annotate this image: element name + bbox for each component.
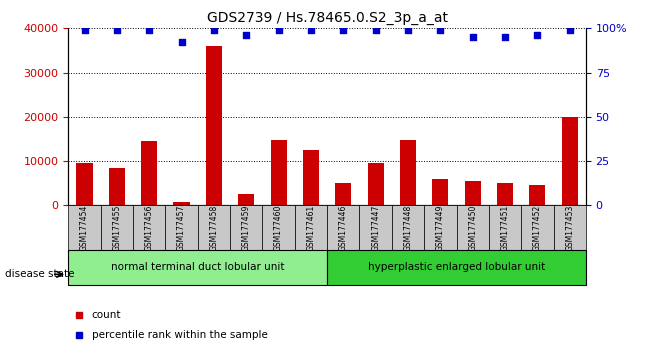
Bar <box>271 140 286 205</box>
Point <box>564 27 575 33</box>
Text: hyperplastic enlarged lobular unit: hyperplastic enlarged lobular unit <box>368 262 545 272</box>
Point <box>370 27 381 33</box>
Bar <box>295 205 327 250</box>
Text: GSM177451: GSM177451 <box>501 204 510 251</box>
Bar <box>400 140 416 205</box>
Text: GSM177450: GSM177450 <box>468 204 477 251</box>
Text: GSM177456: GSM177456 <box>145 204 154 251</box>
Point <box>79 27 90 33</box>
Text: GSM177457: GSM177457 <box>177 204 186 251</box>
Bar <box>521 205 553 250</box>
Text: normal terminal duct lobular unit: normal terminal duct lobular unit <box>111 262 284 272</box>
Bar <box>238 194 255 205</box>
Point <box>241 33 251 38</box>
Text: GSM177447: GSM177447 <box>371 204 380 251</box>
Text: GSM177446: GSM177446 <box>339 204 348 251</box>
Bar <box>335 183 352 205</box>
Bar <box>109 168 125 205</box>
Bar <box>553 205 586 250</box>
Bar <box>359 205 392 250</box>
Bar <box>165 205 198 250</box>
Bar <box>489 205 521 250</box>
Title: GDS2739 / Hs.78465.0.S2_3p_a_at: GDS2739 / Hs.78465.0.S2_3p_a_at <box>206 11 448 24</box>
Point <box>273 27 284 33</box>
Bar <box>262 205 295 250</box>
Text: GSM177453: GSM177453 <box>565 204 574 251</box>
Bar <box>133 205 165 250</box>
Text: disease state: disease state <box>5 269 75 279</box>
Bar <box>198 205 230 250</box>
Point <box>403 27 413 33</box>
Point <box>338 27 348 33</box>
Bar <box>432 179 449 205</box>
Point <box>209 27 219 33</box>
Text: GSM177454: GSM177454 <box>80 204 89 251</box>
Text: GSM177452: GSM177452 <box>533 204 542 251</box>
Bar <box>173 202 189 205</box>
Text: count: count <box>92 310 121 320</box>
Bar <box>424 205 456 250</box>
Text: GSM177459: GSM177459 <box>242 204 251 251</box>
Text: GSM177449: GSM177449 <box>436 204 445 251</box>
Text: GSM177448: GSM177448 <box>404 204 413 251</box>
Text: GSM177455: GSM177455 <box>113 204 121 251</box>
Bar <box>529 185 546 205</box>
Bar <box>101 205 133 250</box>
Text: GSM177458: GSM177458 <box>210 204 219 251</box>
Bar <box>562 117 578 205</box>
Bar <box>206 46 222 205</box>
Point <box>435 27 445 33</box>
Point <box>467 34 478 40</box>
Bar <box>497 183 513 205</box>
Bar <box>141 141 158 205</box>
Text: percentile rank within the sample: percentile rank within the sample <box>92 330 268 341</box>
Text: GSM177461: GSM177461 <box>307 204 316 251</box>
Bar <box>368 163 383 205</box>
Point <box>500 34 510 40</box>
Bar <box>230 205 262 250</box>
Point <box>306 27 316 33</box>
Bar <box>327 250 586 285</box>
Bar <box>68 250 327 285</box>
Bar <box>327 205 359 250</box>
Point <box>112 27 122 33</box>
Bar <box>456 205 489 250</box>
Bar <box>392 205 424 250</box>
Bar <box>76 163 92 205</box>
Bar <box>465 181 481 205</box>
Bar <box>68 205 101 250</box>
Point <box>144 27 154 33</box>
Text: GSM177460: GSM177460 <box>274 204 283 251</box>
Point <box>532 33 542 38</box>
Point <box>176 40 187 45</box>
Bar <box>303 150 319 205</box>
